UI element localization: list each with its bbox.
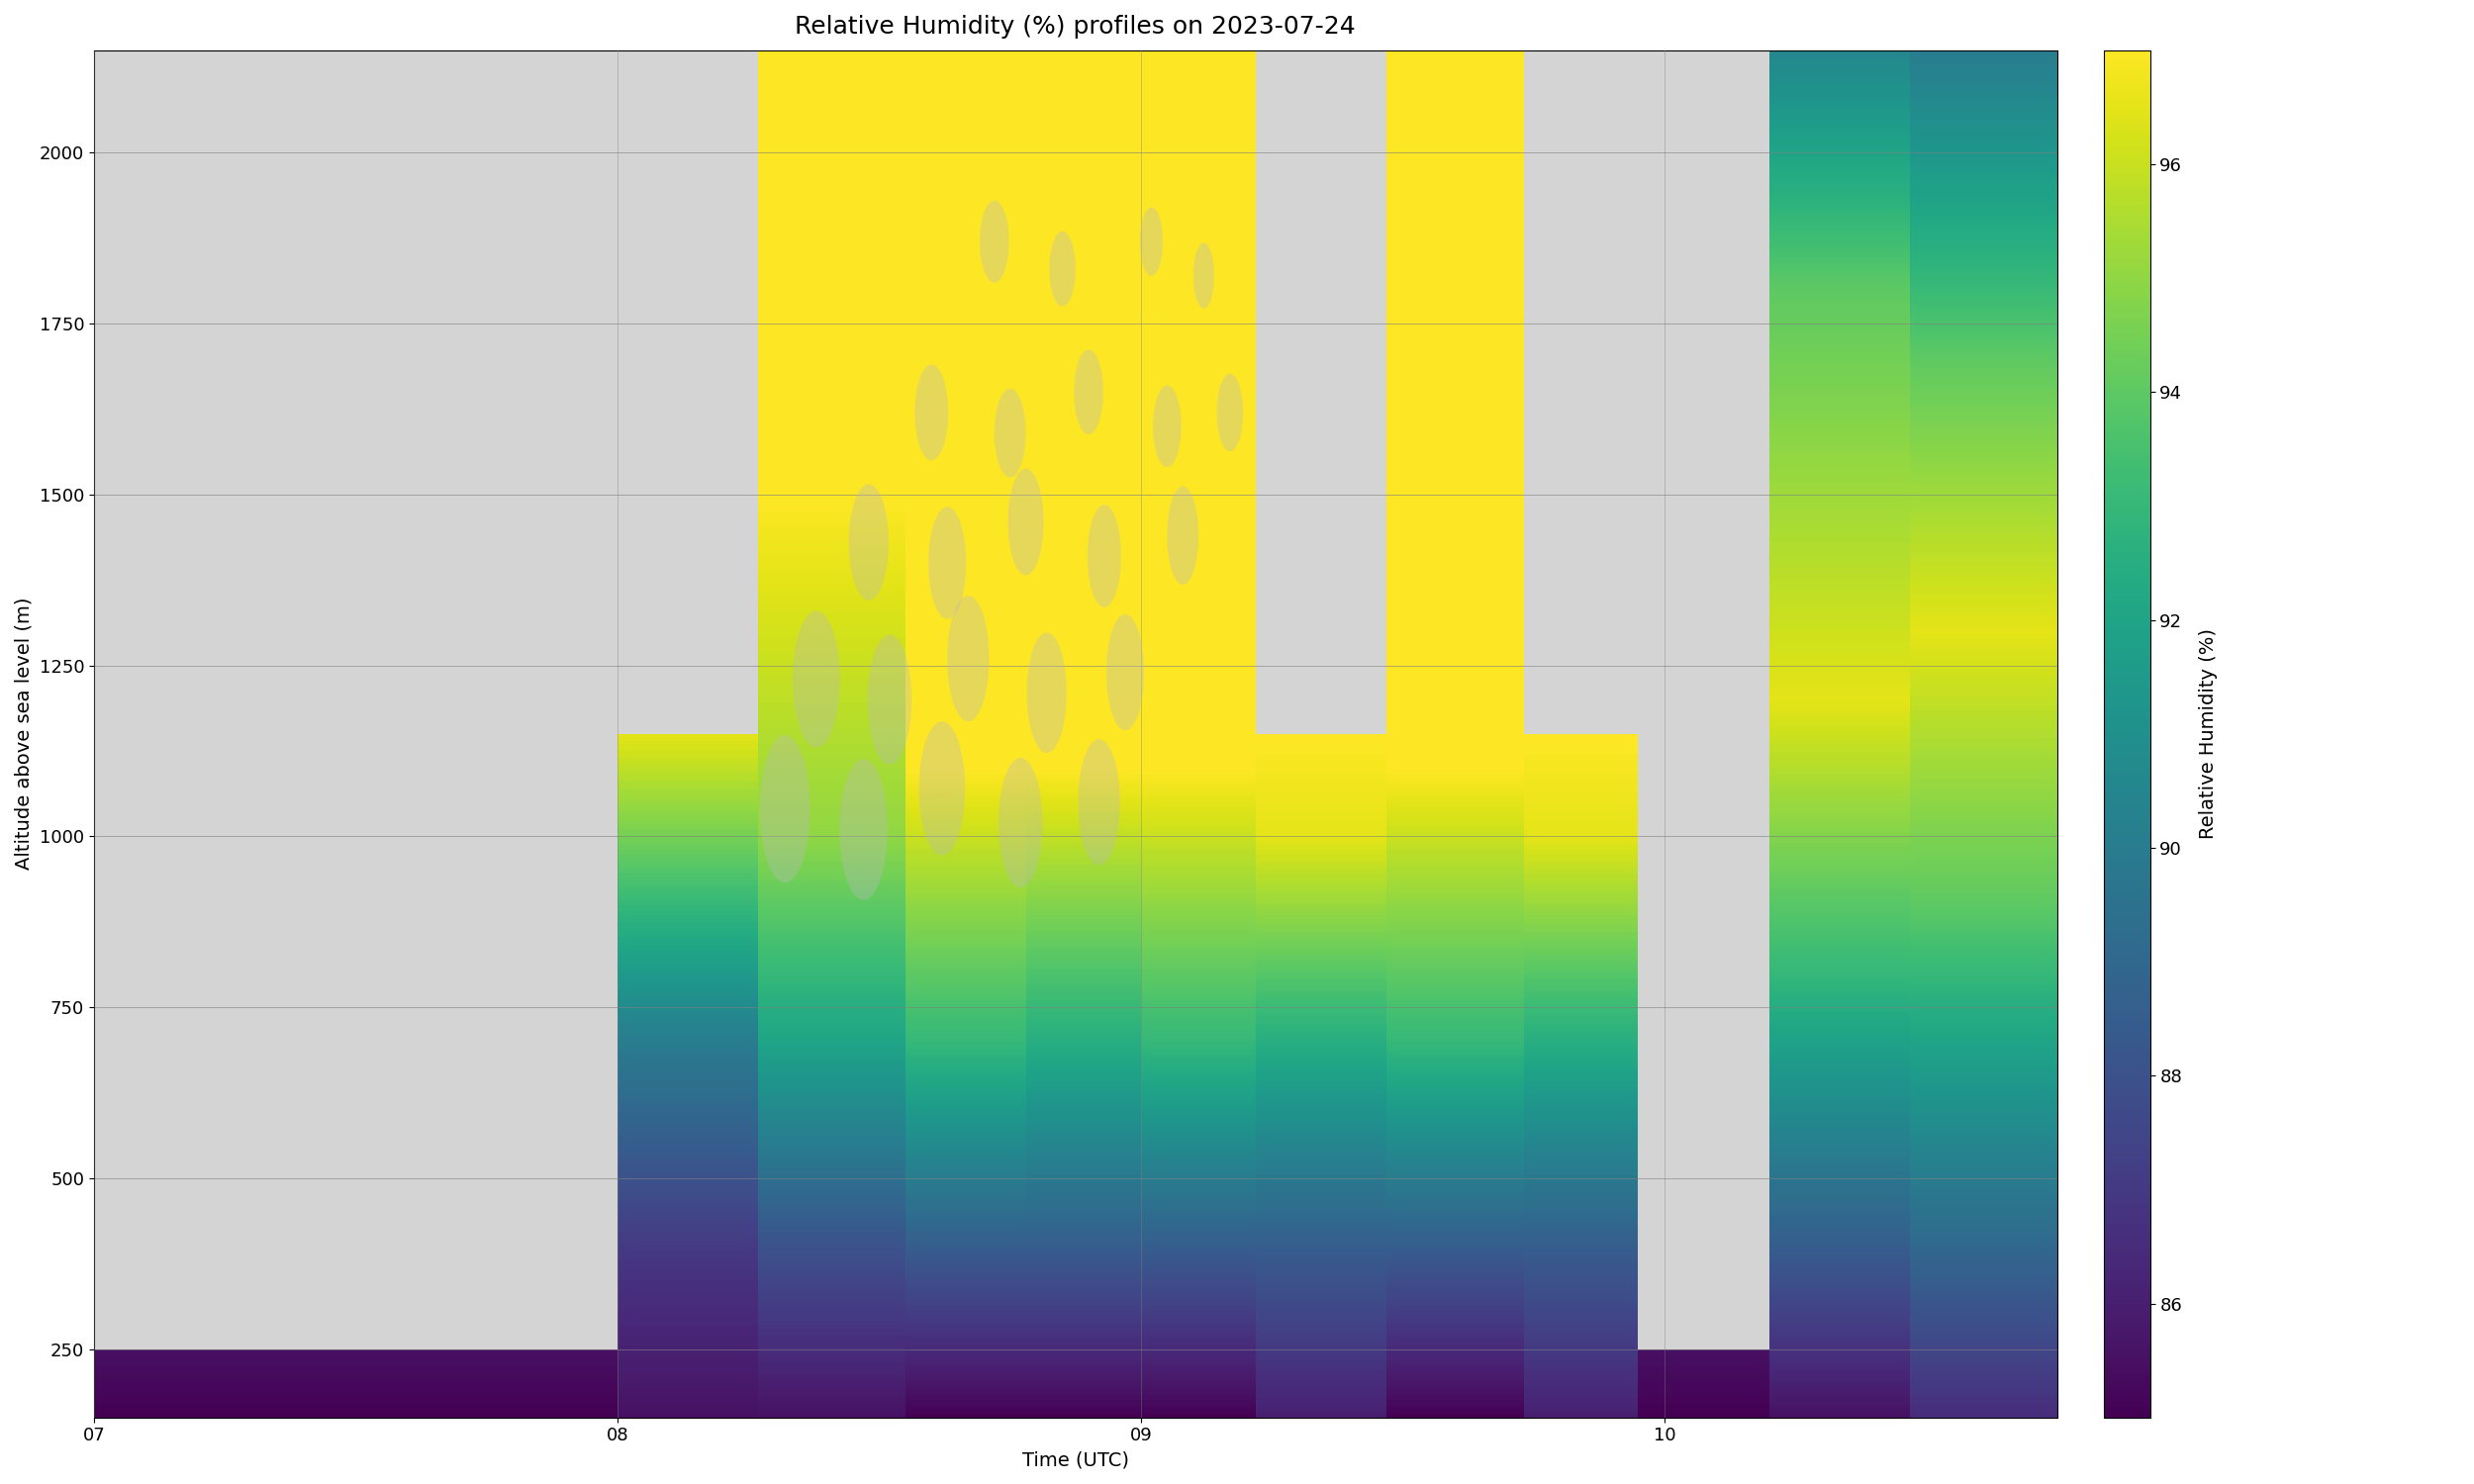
Ellipse shape bbox=[1217, 374, 1242, 451]
Ellipse shape bbox=[849, 484, 888, 601]
Ellipse shape bbox=[1168, 487, 1197, 585]
Ellipse shape bbox=[1074, 350, 1103, 435]
Ellipse shape bbox=[1153, 386, 1180, 467]
Y-axis label: Relative Humidity (%): Relative Humidity (%) bbox=[2199, 628, 2217, 838]
Ellipse shape bbox=[760, 735, 809, 883]
Ellipse shape bbox=[918, 721, 965, 855]
Ellipse shape bbox=[980, 200, 1009, 282]
Ellipse shape bbox=[1007, 469, 1044, 576]
Ellipse shape bbox=[1106, 614, 1143, 730]
Ellipse shape bbox=[915, 365, 948, 460]
Ellipse shape bbox=[928, 508, 965, 619]
Ellipse shape bbox=[1049, 232, 1076, 307]
Ellipse shape bbox=[868, 635, 910, 764]
Ellipse shape bbox=[792, 611, 839, 748]
Ellipse shape bbox=[1141, 208, 1163, 276]
Y-axis label: Altitude above sea level (m): Altitude above sea level (m) bbox=[15, 598, 35, 870]
Ellipse shape bbox=[1027, 632, 1066, 752]
Ellipse shape bbox=[995, 389, 1027, 478]
Ellipse shape bbox=[1192, 243, 1215, 309]
X-axis label: Time (UTC): Time (UTC) bbox=[1022, 1450, 1128, 1469]
Ellipse shape bbox=[999, 758, 1042, 887]
Ellipse shape bbox=[1079, 739, 1121, 865]
Ellipse shape bbox=[948, 595, 990, 721]
Ellipse shape bbox=[839, 760, 888, 899]
Ellipse shape bbox=[1089, 505, 1121, 607]
Title: Relative Humidity (%) profiles on 2023-07-24: Relative Humidity (%) profiles on 2023-0… bbox=[794, 15, 1356, 39]
